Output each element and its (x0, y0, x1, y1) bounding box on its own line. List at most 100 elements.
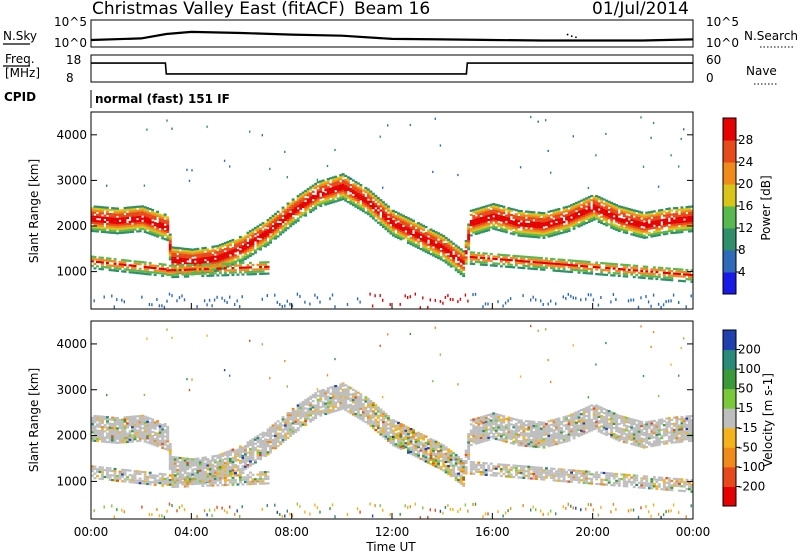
power-cell (422, 234, 425, 238)
power-cell (176, 249, 180, 252)
power-cell (570, 222, 573, 225)
power-cell (126, 225, 129, 228)
power-cell (329, 191, 333, 194)
velocity-cell (223, 461, 227, 465)
power-cell (667, 221, 671, 225)
velocity-cell (173, 462, 177, 465)
power-cell (128, 222, 132, 225)
velocity-cell (133, 481, 137, 484)
velocity-cell (98, 417, 102, 420)
power-cell (444, 295, 447, 299)
velocity-cell (251, 444, 255, 447)
power-cell (379, 294, 381, 298)
velocity-cell (309, 395, 313, 398)
power-cell (637, 231, 641, 234)
velocity-cell (289, 422, 293, 425)
power-cell (163, 231, 167, 235)
power-cell (161, 265, 165, 268)
power-cell (459, 254, 463, 257)
power-cell (143, 216, 147, 219)
power-cell (346, 196, 350, 200)
power-cell (301, 205, 305, 208)
power-cell (612, 213, 616, 216)
velocity-cell (274, 503, 276, 507)
power-cell (369, 196, 373, 199)
power-cell (106, 210, 109, 213)
velocity-cell (93, 435, 97, 438)
power-cell (688, 207, 691, 210)
power-cell (545, 234, 548, 237)
velocity-cell (274, 432, 277, 435)
power-cell (218, 243, 222, 247)
power-ytick-label: 3000 (56, 173, 87, 187)
velocity-cell (173, 470, 177, 473)
power-cell (630, 223, 634, 226)
power-cell (550, 220, 553, 223)
power-cell (610, 208, 614, 211)
power-cell (254, 249, 257, 252)
velocity-cell (246, 455, 250, 458)
power-cell (93, 207, 97, 210)
velocity-cell (311, 418, 315, 421)
power-cell (492, 262, 496, 265)
power-cell (374, 198, 378, 202)
power-cell (545, 221, 548, 224)
power-cell (234, 240, 237, 243)
power-cell (592, 206, 596, 209)
velocity-cell (241, 467, 245, 470)
velocity-cell (239, 462, 242, 465)
power-cell (595, 261, 599, 264)
power-cell (650, 277, 654, 280)
velocity-cell (123, 437, 127, 440)
power-cell (449, 259, 453, 262)
power-cell (191, 258, 195, 261)
velocity-cell (161, 482, 165, 485)
velocity-cell (133, 415, 137, 418)
power-cell (412, 238, 415, 241)
power-cell (610, 262, 614, 265)
power-cell (409, 222, 413, 225)
power-cell (223, 258, 227, 261)
power-cell (331, 190, 335, 193)
power-cell (622, 227, 626, 230)
power-cell (432, 250, 435, 253)
power-cell (582, 269, 586, 272)
power-cell (151, 303, 153, 307)
velocity-cell (191, 482, 195, 485)
power-cell (424, 236, 428, 239)
velocity-cell (324, 412, 328, 416)
power-cell (560, 223, 563, 226)
velocity-cell (133, 429, 137, 433)
power-cell (389, 228, 393, 231)
power-cell (131, 264, 134, 267)
power-cell (467, 223, 471, 226)
power-cell (324, 184, 328, 188)
power-cell (459, 266, 463, 269)
velocity-cell (128, 438, 132, 441)
power-cell (291, 212, 295, 215)
power-cell (547, 216, 551, 220)
power-cell (91, 255, 94, 258)
power-cell (176, 255, 180, 258)
power-cell (449, 242, 453, 245)
power-cell (565, 296, 567, 300)
power-cell (161, 274, 165, 277)
power-cell (542, 259, 546, 262)
velocity-cell (148, 471, 152, 474)
power-cell (489, 226, 493, 229)
power-cell (108, 259, 112, 262)
power-cell (123, 227, 127, 230)
power-cell (116, 209, 119, 212)
power-cell (356, 200, 360, 203)
velocity-cell (271, 424, 275, 427)
velocity-cell (176, 473, 180, 476)
power-cell (118, 209, 122, 212)
power-cell (389, 220, 393, 223)
power-cell (382, 207, 385, 210)
power-cell (284, 229, 287, 232)
power-cell (560, 225, 563, 228)
power-cell (532, 221, 536, 224)
power-cell (477, 251, 481, 255)
power-cell (600, 221, 604, 225)
power-cell (552, 225, 556, 228)
